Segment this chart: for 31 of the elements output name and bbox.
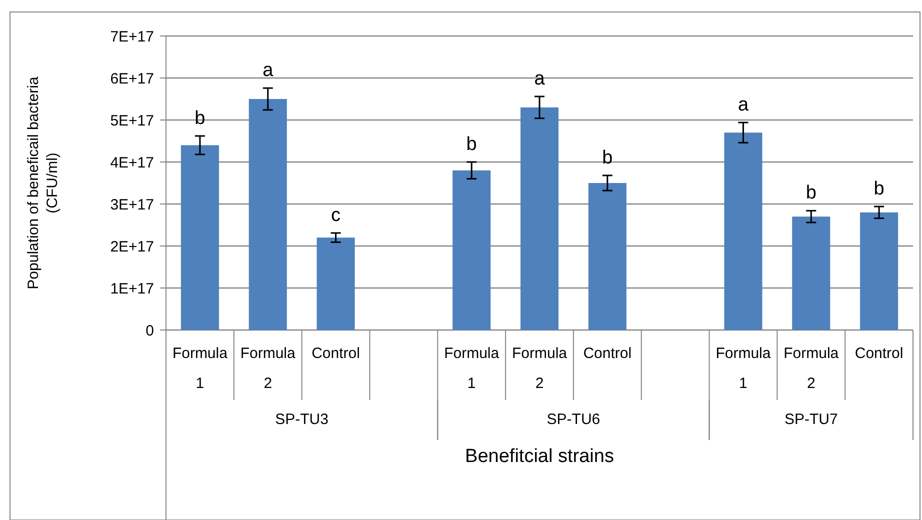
data-label: b: [806, 182, 816, 204]
x-tick-label: Formula 2: [240, 345, 296, 392]
y-tick-label: 0: [146, 322, 154, 340]
text: SP-TU6: [546, 411, 600, 428]
x-tick-label: Formula 2: [784, 345, 840, 392]
data-label: a: [534, 68, 546, 90]
data-label: a: [738, 94, 749, 116]
data-label: b: [194, 108, 206, 129]
y-tick-label: 2E+17: [110, 238, 154, 256]
x-tick-label: Formula 1: [444, 345, 500, 392]
data-label: c: [331, 204, 341, 226]
x-tick-label: Control: [312, 345, 360, 362]
x-tick-label: Control: [854, 345, 904, 362]
x-tick-label: Control: [583, 345, 632, 362]
data-label: b: [602, 147, 613, 168]
y-tick-label: 1E+17: [110, 280, 154, 298]
text: SP-TU7: [784, 411, 838, 428]
y-tick-label: 7E+17: [110, 28, 154, 46]
x-tick-label: Formula 2: [512, 345, 568, 392]
y-axis-title: Population of beneficail bacteria (CFU/ml): [25, 76, 61, 290]
x-tick-label: Formula 1: [716, 345, 772, 392]
y-tick-label: 4E+17: [110, 154, 154, 172]
data-label: b: [874, 178, 884, 200]
y-tick-label: 5E+17: [110, 112, 154, 130]
x-axis-title: Benefitcial strains: [465, 446, 614, 467]
x-tick-label: Formula 1: [172, 345, 228, 392]
y-tick-label: 6E+17: [110, 70, 154, 88]
data-label: a: [262, 60, 274, 82]
text: SP-TU3: [275, 411, 328, 428]
data-label: b: [466, 134, 477, 155]
y-tick-label: 3E+17: [110, 196, 154, 214]
